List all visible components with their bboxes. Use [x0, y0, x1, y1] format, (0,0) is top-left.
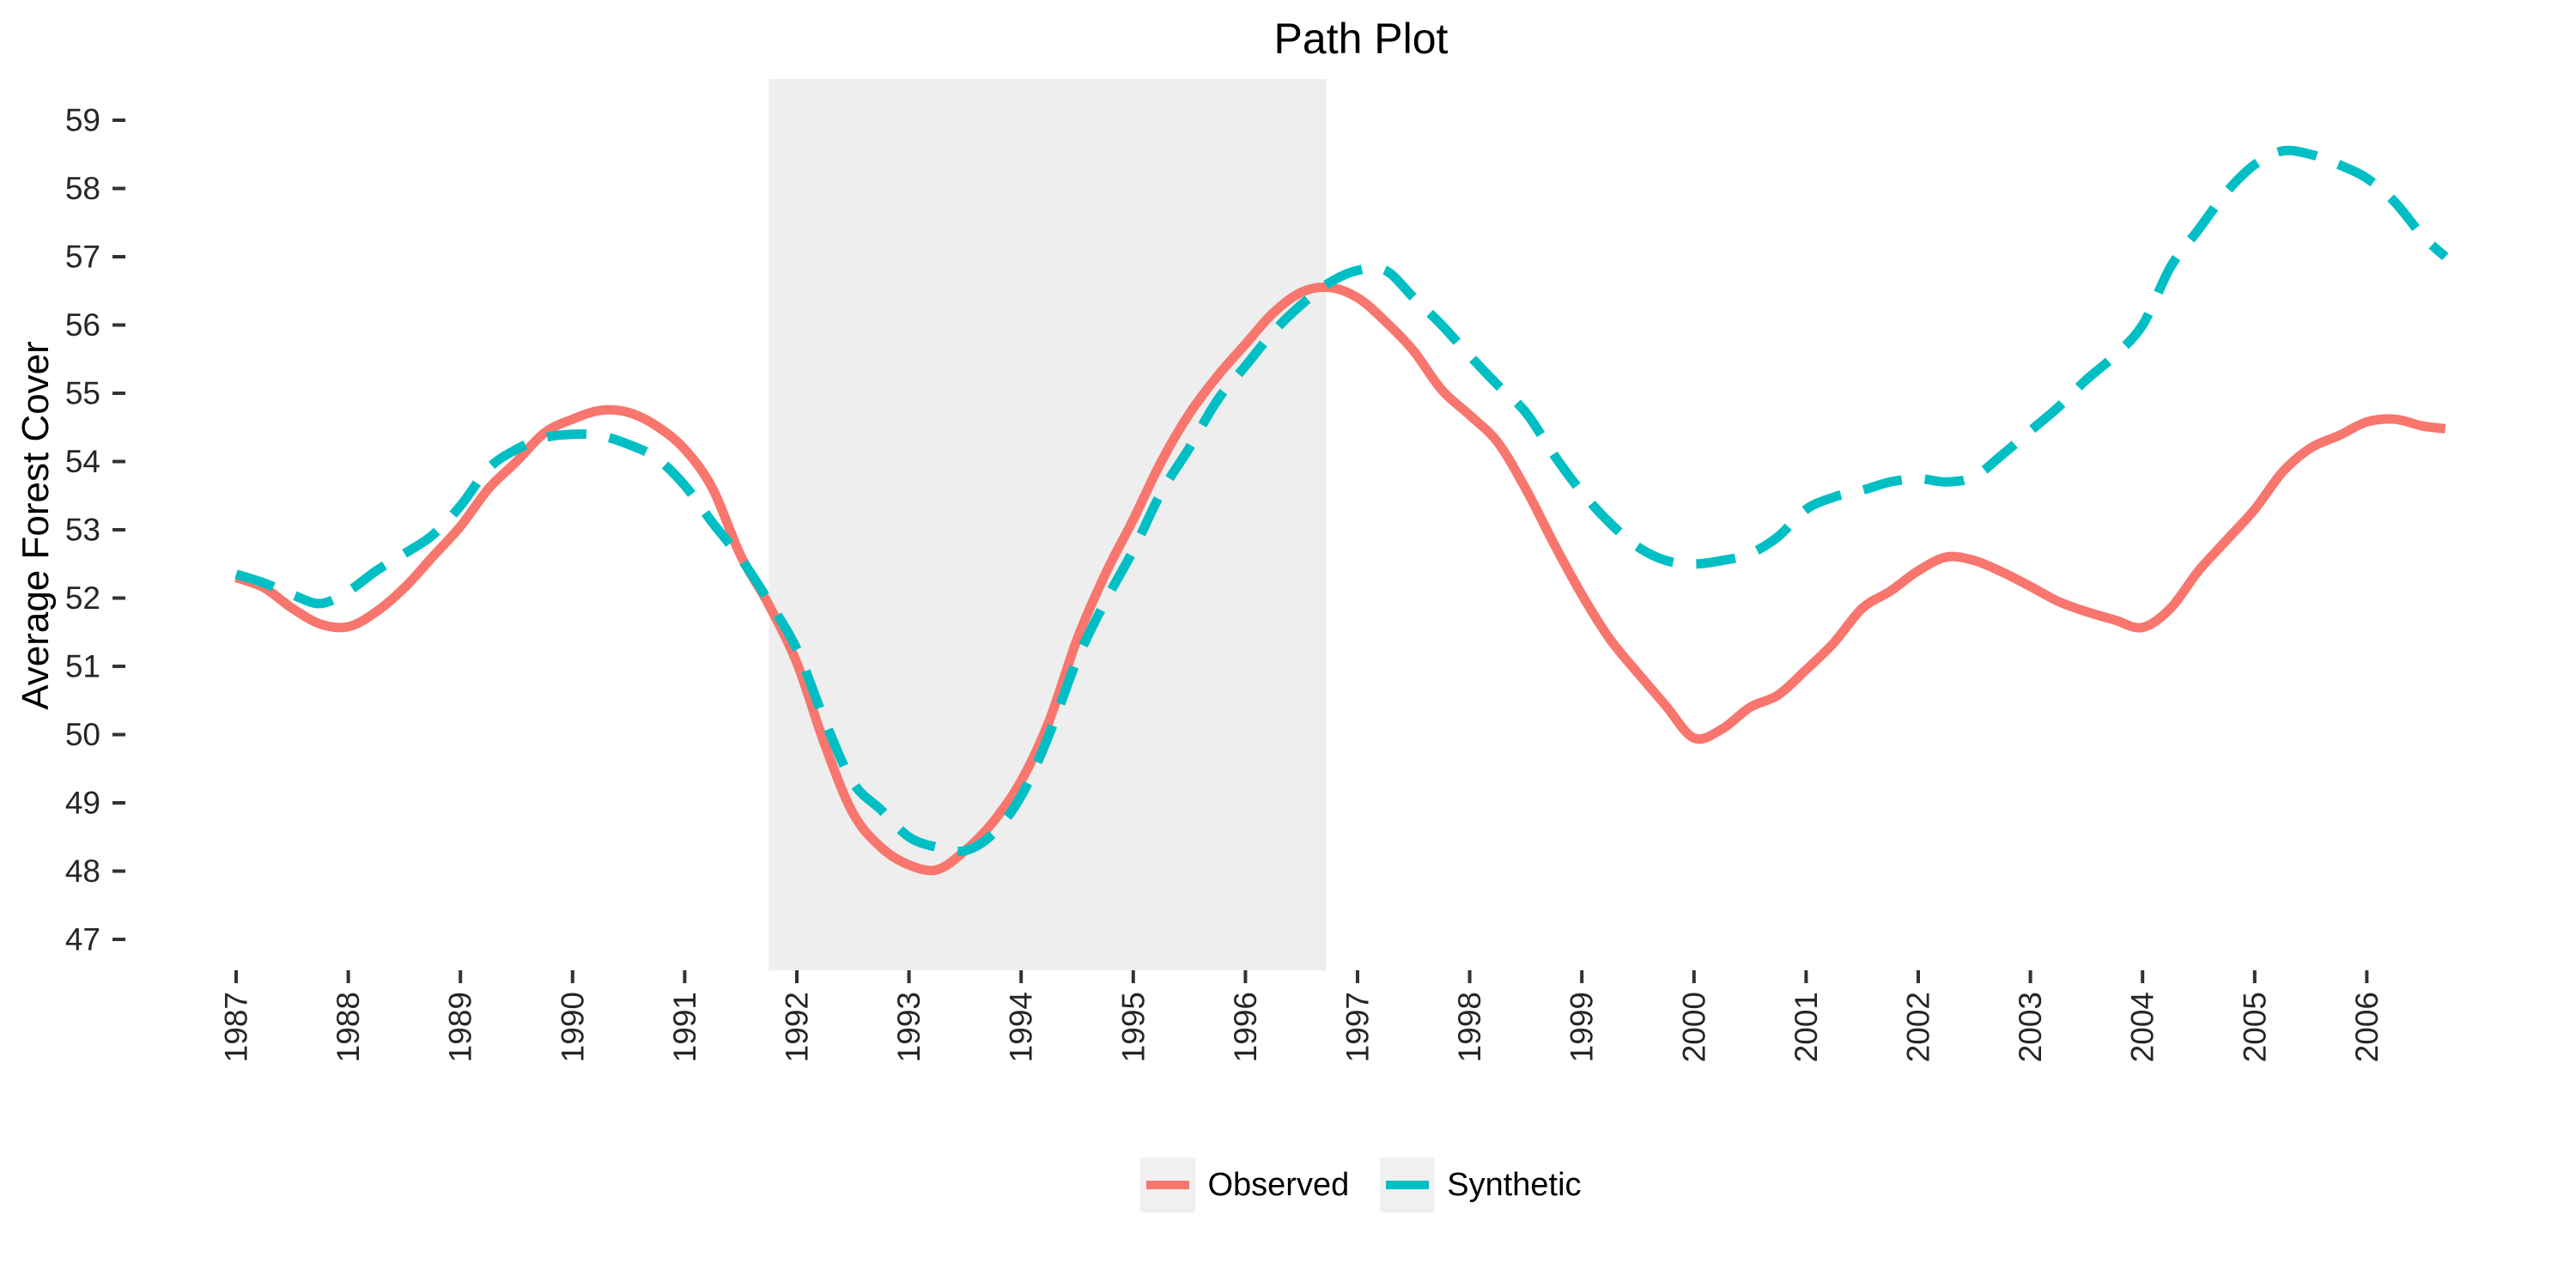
x-tick-label: 2002	[1901, 992, 1936, 1062]
y-tick-label: 59	[65, 103, 100, 138]
y-tick-label: 57	[65, 240, 100, 275]
y-tick-label: 48	[65, 854, 100, 889]
x-tick-label: 2003	[2013, 992, 2048, 1062]
y-tick-label: 52	[65, 580, 100, 616]
synthetic-line-swatch	[1386, 1181, 1430, 1189]
x-tick-label: 1991	[667, 992, 702, 1062]
y-tick-label: 54	[65, 444, 100, 479]
x-tick-label: 1996	[1228, 992, 1263, 1062]
x-tick-label: 2000	[1676, 992, 1711, 1062]
x-tick-label: 1989	[443, 992, 478, 1062]
x-tick-label: 1993	[891, 992, 927, 1062]
y-tick-label: 53	[65, 513, 100, 548]
x-tick-label: 1995	[1115, 992, 1151, 1062]
y-tick-label: 47	[65, 922, 100, 957]
legend-key-synthetic	[1380, 1157, 1436, 1212]
x-tick-label: 1998	[1452, 992, 1487, 1062]
x-tick-label: 1997	[1340, 992, 1376, 1062]
synthetic-line	[234, 145, 2449, 857]
x-tick-label: 1987	[219, 992, 254, 1062]
legend-item-synthetic: Synthetic	[1380, 1157, 1582, 1212]
x-tick-label: 2006	[2349, 992, 2385, 1062]
y-tick-label: 49	[65, 786, 100, 821]
y-tick-label: 51	[65, 649, 100, 684]
x-tick-label: 2001	[1789, 992, 1824, 1062]
legend-key-observed	[1140, 1157, 1196, 1212]
x-tick-label: 1999	[1564, 992, 1600, 1062]
x-tick-label: 1994	[1004, 992, 1039, 1062]
observed-line	[234, 283, 2446, 876]
legend-label-observed: Observed	[1207, 1166, 1350, 1203]
x-tick-label: 1992	[780, 992, 815, 1062]
legend-label-synthetic: Synthetic	[1447, 1166, 1582, 1203]
legend-item-observed: Observed	[1140, 1157, 1349, 1212]
observed-line-swatch	[1146, 1181, 1190, 1189]
chart-title: Path Plot	[1273, 15, 1449, 63]
legend: Observed Synthetic	[146, 1157, 2576, 1212]
y-tick-label: 50	[65, 717, 100, 752]
x-tick-label: 1988	[331, 992, 366, 1062]
y-tick-label: 55	[65, 376, 100, 411]
x-tick-label: 1990	[555, 992, 590, 1062]
x-tick-label: 2004	[2125, 992, 2160, 1062]
x-tick-label: 2005	[2237, 992, 2272, 1062]
y-tick-label: 58	[65, 171, 100, 206]
treatment-shaded-region	[769, 79, 1327, 970]
y-tick-label: 56	[65, 307, 100, 343]
